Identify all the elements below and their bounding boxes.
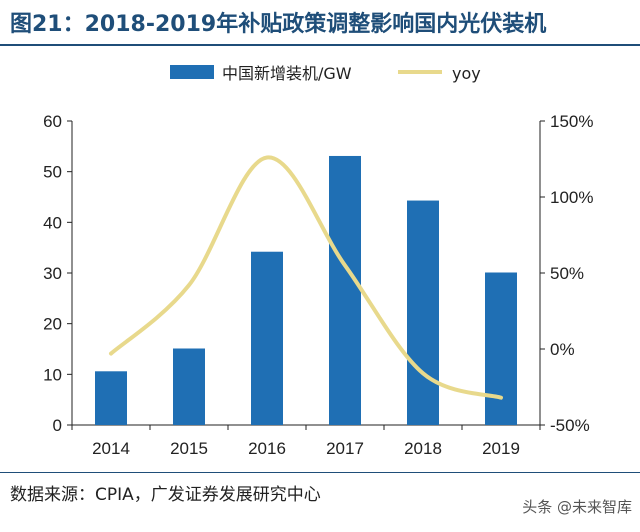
legend-line-label: yoy — [452, 64, 481, 83]
right-tick-label: -50% — [550, 416, 590, 435]
left-tick-label: 20 — [43, 315, 62, 334]
chart-title: 图21：2018-2019年补贴政策调整影响国内光伏装机 — [10, 12, 547, 37]
right-tick-label: 100% — [550, 188, 593, 207]
right-tick-label: 150% — [550, 112, 593, 131]
x-tick-label: 2015 — [170, 439, 208, 458]
left-tick-label: 40 — [43, 213, 62, 232]
source-divider — [0, 472, 640, 473]
bar — [173, 348, 205, 425]
bar — [485, 272, 517, 425]
right-tick-label: 0% — [550, 340, 575, 359]
bar — [329, 155, 361, 425]
legend-bar-swatch — [170, 65, 214, 79]
x-tick-label: 2014 — [92, 439, 130, 458]
x-tick-label: 2017 — [326, 439, 364, 458]
left-tick-label: 60 — [43, 112, 62, 131]
right-tick-label: 50% — [550, 264, 584, 283]
bar — [95, 371, 127, 425]
left-tick-label: 10 — [43, 365, 62, 384]
source-note: 数据来源：CPIA，广发证券发展研究中心 — [10, 485, 321, 505]
left-tick-label: 50 — [43, 163, 62, 182]
x-tick-label: 2016 — [248, 439, 286, 458]
chart: 0 10 20 30 40 50 60 -50% 0% 50% 100% 150% 2014 2015 20… — [43, 64, 593, 458]
x-tick-label: 2019 — [482, 439, 520, 458]
bar — [407, 200, 439, 425]
left-tick-label: 0 — [53, 416, 62, 435]
watermark: 头条 @未来智库 — [522, 498, 632, 516]
yoy-line — [109, 155, 503, 400]
legend-bar-label: 中国新增装机/GW — [222, 64, 352, 83]
bar — [251, 251, 283, 425]
title-divider — [0, 44, 640, 46]
left-tick-label: 30 — [43, 264, 62, 283]
x-tick-label: 2018 — [404, 439, 442, 458]
